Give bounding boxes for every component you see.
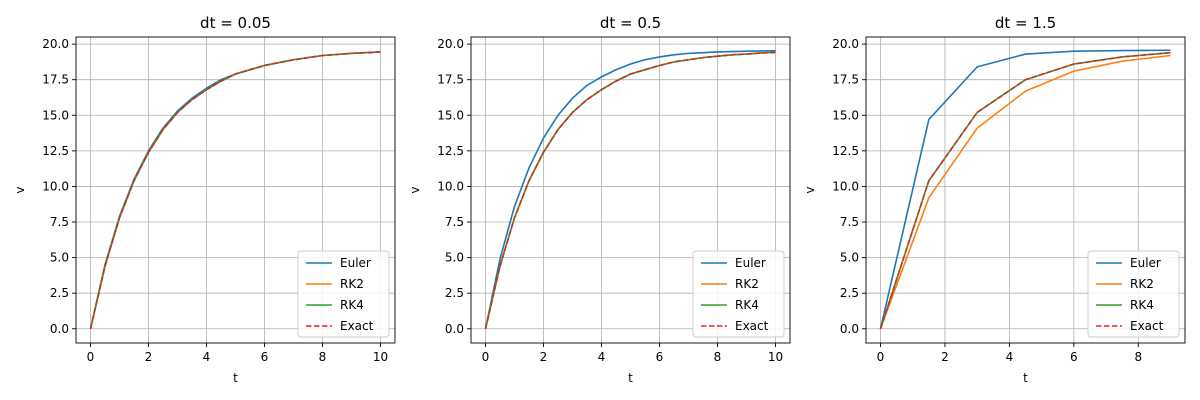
series-line-euler bbox=[879, 49, 1171, 329]
chart-title: dt = 1.5 bbox=[995, 14, 1056, 32]
y-tick-label: 0.0 bbox=[50, 322, 69, 336]
y-tick-label: 2.5 bbox=[840, 286, 859, 300]
x-axis-label: t bbox=[1023, 371, 1028, 385]
y-tick-label: 7.5 bbox=[840, 215, 859, 229]
y-axis-label: v bbox=[803, 186, 817, 193]
x-axis-label: t bbox=[628, 371, 633, 385]
legend-label: RK2 bbox=[735, 277, 759, 291]
y-tick-label: 0.0 bbox=[840, 322, 859, 336]
legend-label: RK4 bbox=[735, 298, 759, 312]
y-tick-label: 10.0 bbox=[437, 179, 464, 193]
axes-frame bbox=[865, 36, 1186, 344]
legend-label: Exact bbox=[340, 319, 374, 333]
x-tick-label: 10 bbox=[373, 350, 388, 364]
x-tick-label: 4 bbox=[1006, 350, 1014, 364]
y-tick-label: 12.5 bbox=[42, 144, 69, 158]
x-tick-label: 8 bbox=[319, 350, 327, 364]
legend-label: RK2 bbox=[1130, 277, 1154, 291]
x-tick-label: 8 bbox=[714, 350, 722, 364]
y-tick-label: 5.0 bbox=[445, 251, 464, 265]
axes-frame bbox=[75, 36, 396, 344]
y-axis-label: v bbox=[13, 186, 27, 193]
legend-box bbox=[692, 250, 785, 338]
y-tick-label: 2.5 bbox=[445, 286, 464, 300]
y-tick-label: 5.0 bbox=[50, 251, 69, 265]
y-tick-label: 10.0 bbox=[42, 179, 69, 193]
legend: Euler RK2 RK4 Exact bbox=[297, 250, 390, 338]
y-tick-label: 20.0 bbox=[832, 37, 859, 51]
y-tick-label: 0.0 bbox=[445, 322, 464, 336]
y-tick-label: 17.5 bbox=[42, 73, 69, 87]
y-tick-label: 17.5 bbox=[832, 73, 859, 87]
x-tick-label: 4 bbox=[598, 350, 606, 364]
y-tick-label: 12.5 bbox=[832, 144, 859, 158]
legend-label: Euler bbox=[1130, 256, 1161, 270]
x-tick-label: 6 bbox=[656, 350, 664, 364]
y-tick-label: 15.0 bbox=[42, 108, 69, 122]
series-line-exact bbox=[879, 51, 1171, 330]
legend-box bbox=[1087, 250, 1180, 338]
x-tick-label: 2 bbox=[540, 350, 548, 364]
y-tick-label: 20.0 bbox=[437, 37, 464, 51]
series-line-exact bbox=[484, 51, 776, 329]
x-tick-label: 2 bbox=[941, 350, 949, 364]
legend-label: Exact bbox=[1130, 319, 1164, 333]
x-tick-label: 2 bbox=[145, 350, 153, 364]
series-line-rk2 bbox=[879, 54, 1171, 330]
y-axis-label: v bbox=[408, 186, 422, 193]
series-line-euler bbox=[484, 50, 776, 329]
legend-label: RK4 bbox=[340, 298, 364, 312]
y-tick-label: 2.5 bbox=[50, 286, 69, 300]
y-tick-label: 7.5 bbox=[50, 215, 69, 229]
x-tick-label: 10 bbox=[768, 350, 783, 364]
legend: Euler RK2 RK4 Exact bbox=[692, 250, 785, 338]
legend-label: RK4 bbox=[1130, 298, 1154, 312]
chart-panel-2: 0 2 4 6 8 10 0.0 2.5 5.0 7.5 10.0 12.5 15.0 17.5 20.0 d… bbox=[408, 14, 791, 385]
x-tick-label: 4 bbox=[203, 350, 211, 364]
y-tick-label: 15.0 bbox=[437, 108, 464, 122]
legend-box bbox=[297, 250, 390, 338]
y-tick-label: 12.5 bbox=[437, 144, 464, 158]
y-tick-label: 10.0 bbox=[832, 179, 859, 193]
chart-panel-1: 0 2 4 6 8 10 0.0 2.5 5.0 7.5 10.0 12.5 15.0 17.5 20.0 d… bbox=[13, 14, 396, 385]
y-tick-label: 20.0 bbox=[42, 37, 69, 51]
x-tick-label: 6 bbox=[1070, 350, 1078, 364]
x-tick-label: 0 bbox=[877, 350, 885, 364]
series-line-exact bbox=[89, 51, 381, 329]
axes-frame bbox=[470, 36, 791, 344]
y-tick-label: 17.5 bbox=[437, 73, 464, 87]
legend-label: Exact bbox=[735, 319, 769, 333]
legend-label: Euler bbox=[340, 256, 371, 270]
chart-panel-3: 0 2 4 6 8 0.0 2.5 5.0 7.5 10.0 12.5 15.0 17.5 20.0 dt … bbox=[803, 14, 1186, 385]
x-tick-label: 0 bbox=[87, 350, 95, 364]
x-tick-label: 8 bbox=[1134, 350, 1142, 364]
y-tick-label: 7.5 bbox=[445, 215, 464, 229]
x-tick-label: 6 bbox=[261, 350, 269, 364]
legend: Euler RK2 RK4 Exact bbox=[1087, 250, 1180, 338]
chart-title: dt = 0.05 bbox=[200, 14, 271, 32]
y-tick-label: 15.0 bbox=[832, 108, 859, 122]
x-axis-label: t bbox=[233, 371, 238, 385]
chart-title: dt = 0.5 bbox=[600, 14, 661, 32]
legend-label: Euler bbox=[735, 256, 766, 270]
legend-label: RK2 bbox=[340, 277, 364, 291]
x-tick-label: 0 bbox=[482, 350, 490, 364]
y-tick-label: 5.0 bbox=[840, 251, 859, 265]
